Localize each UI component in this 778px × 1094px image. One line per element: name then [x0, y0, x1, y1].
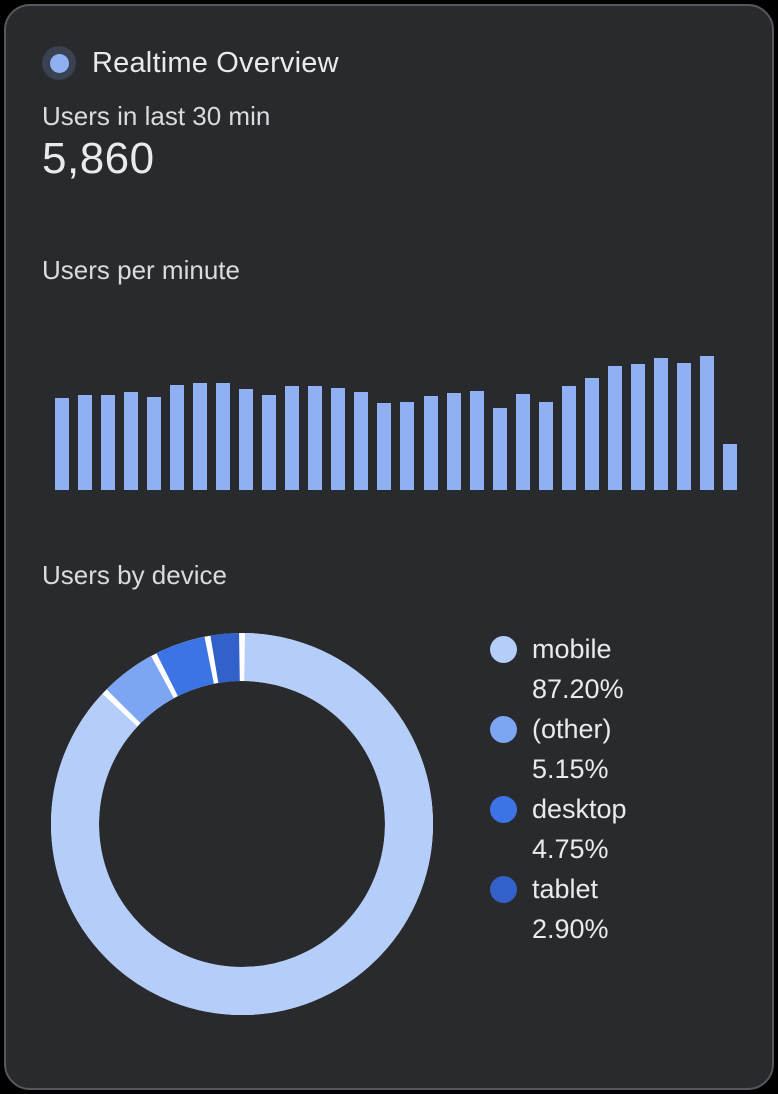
per-minute-bar[interactable]: [101, 395, 116, 490]
legend-item-tablet[interactable]: tablet 2.90%: [490, 869, 760, 949]
legend-device-label: (other): [532, 714, 612, 744]
legend-dot-icon: [490, 796, 517, 823]
per-minute-bar[interactable]: [515, 394, 530, 490]
legend-device-percent: 5.15%: [532, 754, 609, 784]
per-minute-bar[interactable]: [124, 392, 139, 490]
legend-device-label: mobile: [532, 634, 612, 664]
per-minute-bar[interactable]: [308, 386, 323, 490]
per-minute-bar[interactable]: [55, 398, 69, 490]
per-minute-bar[interactable]: [676, 363, 691, 490]
per-minute-bar[interactable]: [607, 366, 622, 490]
realtime-overview-card: Realtime Overview Users in last 30 min 5…: [4, 4, 774, 1090]
per-minute-bar[interactable]: [216, 383, 231, 490]
per-minute-bar[interactable]: [354, 392, 369, 490]
users-by-device-label: Users by device: [42, 560, 227, 590]
realtime-pulse-icon: [42, 46, 76, 80]
per-minute-bar[interactable]: [584, 378, 599, 490]
per-minute-bar[interactable]: [170, 385, 185, 490]
legend-dot-icon: [490, 716, 517, 743]
per-minute-bar[interactable]: [262, 395, 277, 490]
legend-item-other[interactable]: (other) 5.15%: [490, 709, 760, 789]
per-minute-bar[interactable]: [285, 386, 300, 490]
realtime-pulse-dot-icon: [49, 53, 69, 73]
per-minute-bar[interactable]: [561, 386, 576, 490]
donut-segment-mobile[interactable]: [51, 633, 433, 1015]
users-last-30min-label: Users in last 30 min: [42, 101, 271, 131]
per-minute-bar[interactable]: [78, 395, 93, 490]
per-minute-bar[interactable]: [147, 397, 162, 490]
legend-dot-icon: [490, 876, 517, 903]
per-minute-bar[interactable]: [331, 388, 346, 490]
per-minute-bar[interactable]: [653, 358, 668, 490]
per-minute-bar[interactable]: [400, 402, 415, 490]
card-header-link[interactable]: Realtime Overview: [42, 46, 339, 80]
legend-dot-icon: [490, 636, 517, 663]
per-minute-bar[interactable]: [193, 383, 208, 490]
per-minute-bar[interactable]: [469, 391, 484, 490]
users-per-minute-bar-chart[interactable]: [55, 344, 737, 490]
legend-device-percent: 4.75%: [532, 834, 609, 864]
per-minute-bar[interactable]: [239, 389, 254, 490]
users-last-30min-value: 5,860: [42, 134, 155, 183]
donut-svg[interactable]: [51, 633, 433, 1015]
users-by-device-donut-chart[interactable]: [51, 633, 433, 1015]
legend-device-percent: 2.90%: [532, 914, 609, 944]
legend-device-label: tablet: [532, 874, 599, 904]
per-minute-bar[interactable]: [538, 402, 553, 490]
per-minute-bar[interactable]: [492, 408, 507, 490]
per-minute-bar[interactable]: [699, 356, 714, 490]
legend-device-label: desktop: [532, 794, 627, 824]
per-minute-bar[interactable]: [722, 444, 737, 490]
card-title: Realtime Overview: [92, 46, 339, 79]
per-minute-bar[interactable]: [423, 396, 438, 490]
per-minute-bar[interactable]: [630, 364, 645, 490]
legend-item-mobile[interactable]: mobile 87.20%: [490, 629, 760, 709]
legend-device-percent: 87.20%: [532, 674, 624, 704]
legend-item-desktop[interactable]: desktop 4.75%: [490, 789, 760, 869]
per-minute-bar[interactable]: [377, 403, 392, 490]
users-per-minute-label: Users per minute: [42, 255, 240, 285]
device-legend: mobile 87.20% (other) 5.15% desktop 4.75% tabl…: [490, 629, 760, 949]
per-minute-bar[interactable]: [446, 393, 461, 490]
